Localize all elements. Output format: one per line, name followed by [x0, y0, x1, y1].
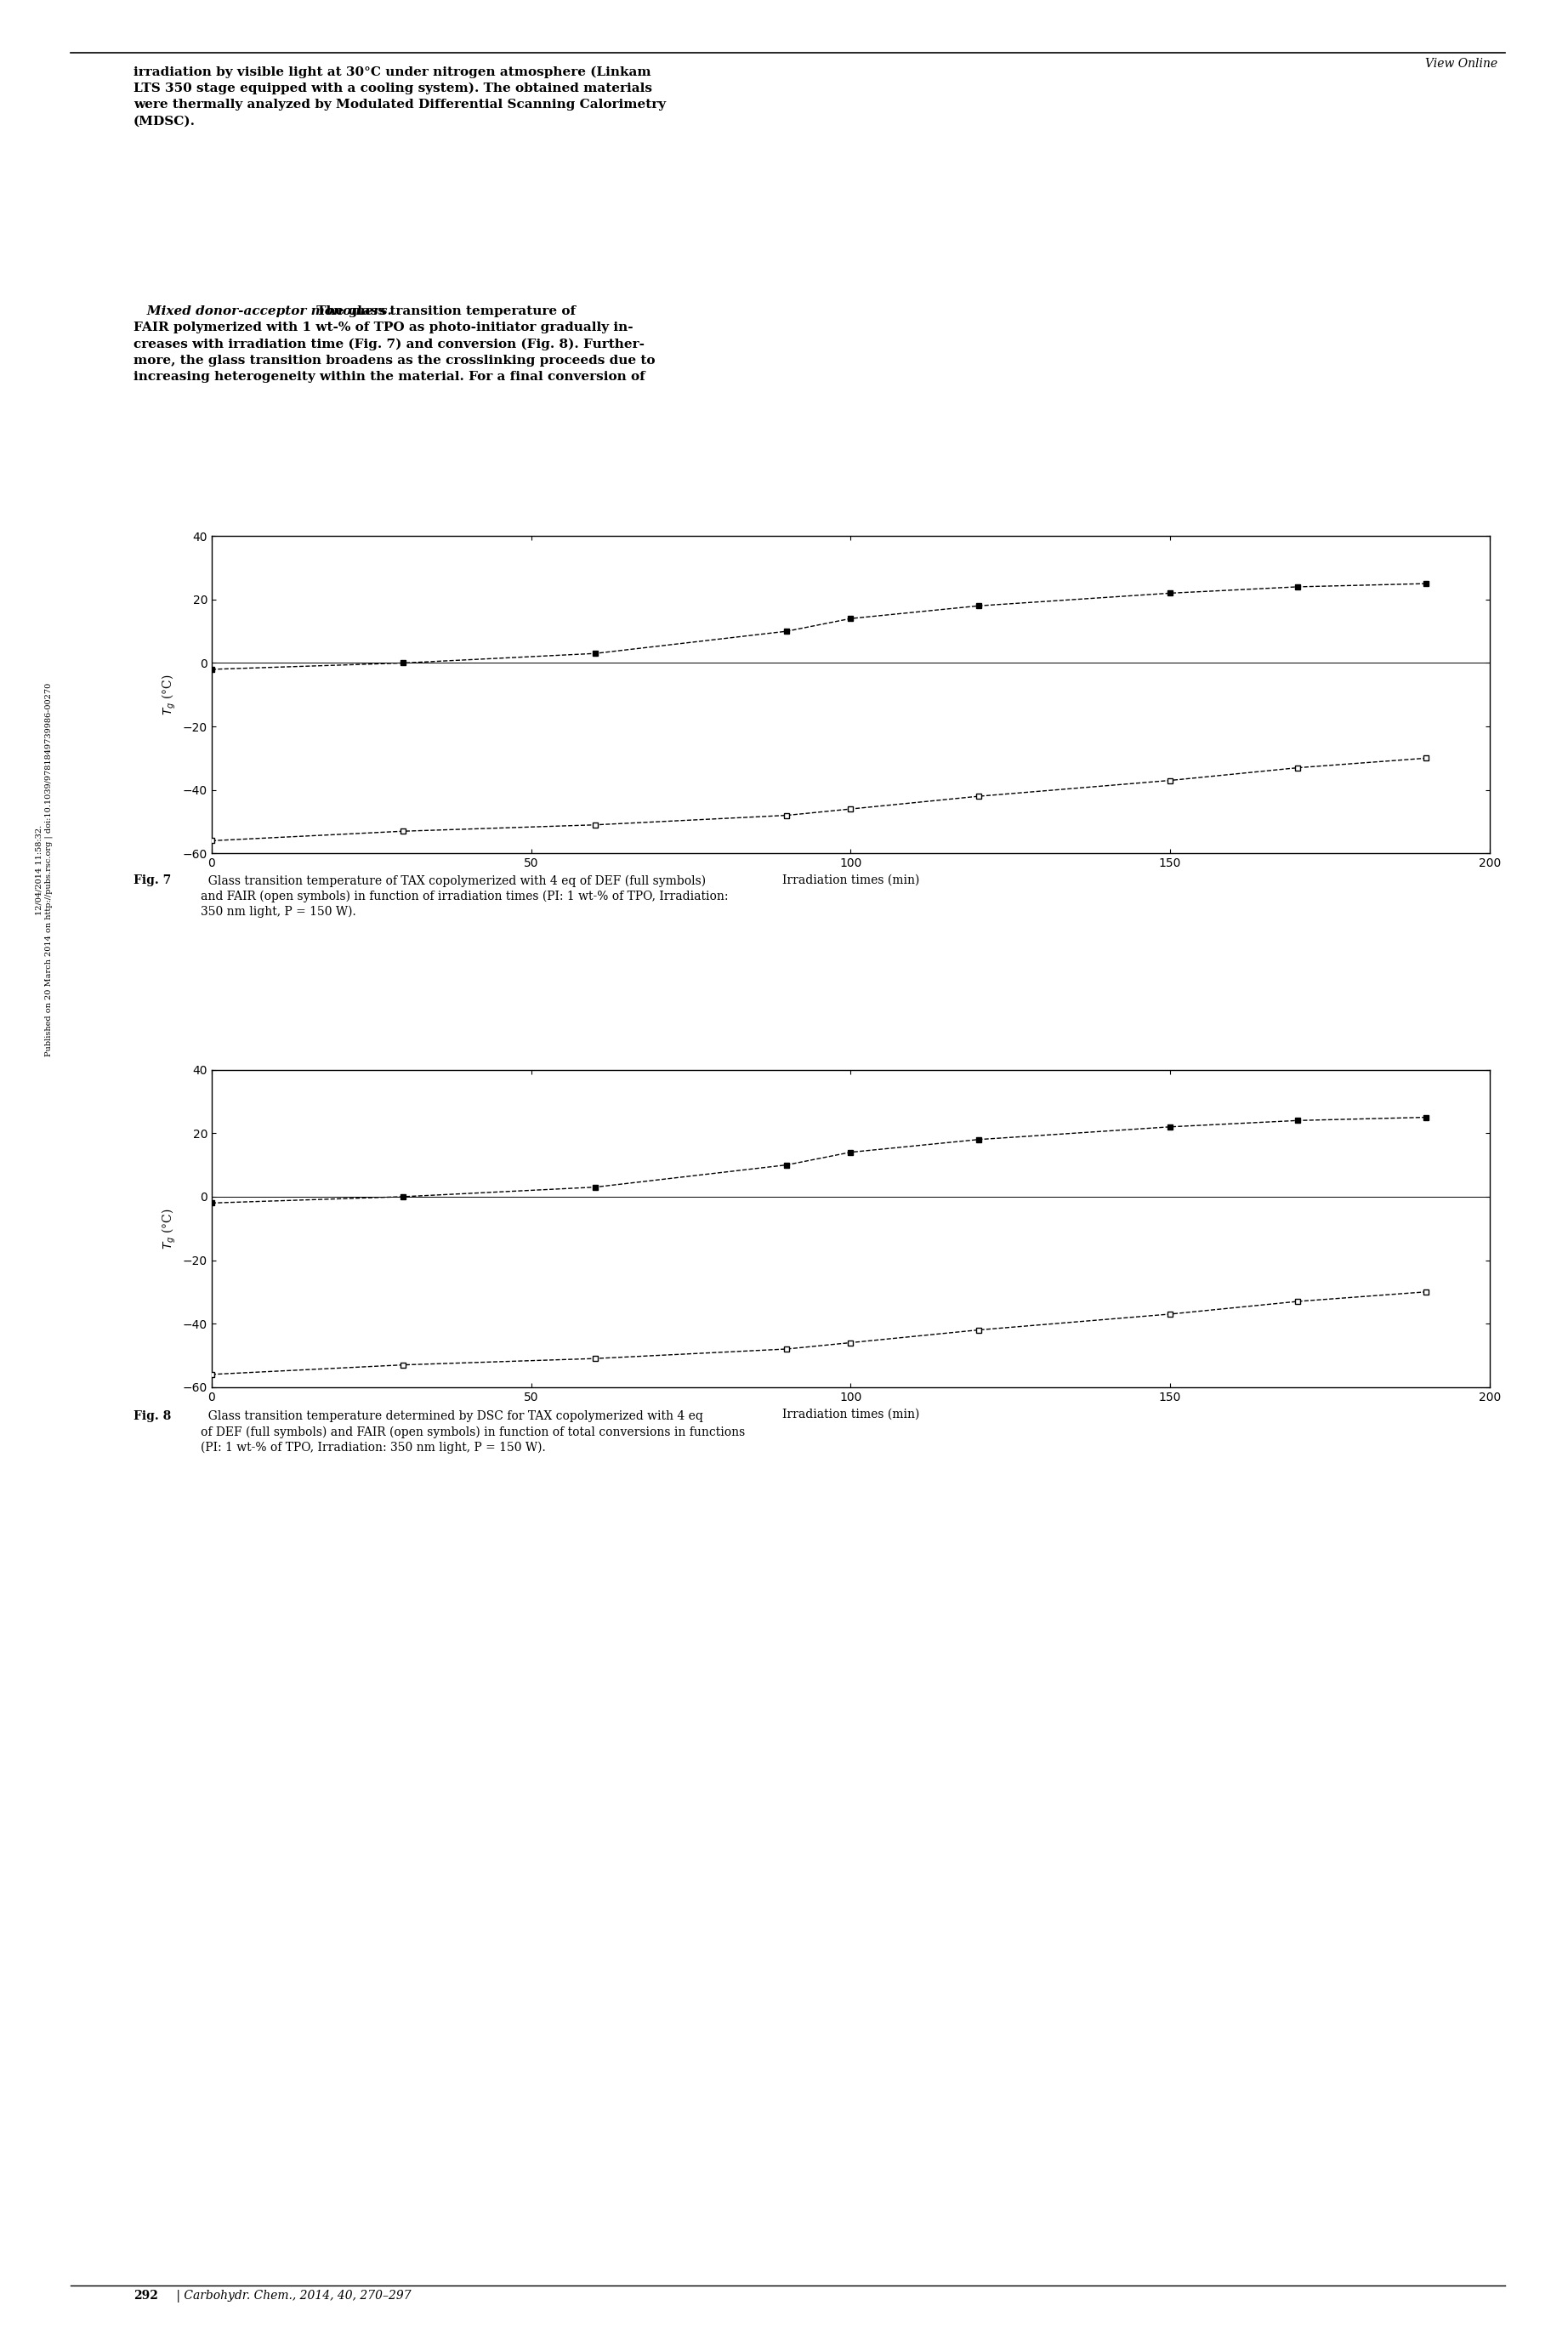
- Text: The glass transition temperature of
FAIR polymerized with 1 wt-% of TPO as photo: The glass transition temperature of FAIR…: [133, 306, 655, 383]
- Text: Glass transition temperature of TAX copolymerized with 4 eq of DEF (full symbols: Glass transition temperature of TAX copo…: [201, 875, 728, 919]
- Text: View Online: View Online: [1425, 56, 1497, 71]
- Text: 292: 292: [133, 2290, 158, 2302]
- Text: Fig. 7: Fig. 7: [133, 875, 171, 886]
- Text: Glass transition temperature determined by DSC for TAX copolymerized with 4 eq
o: Glass transition temperature determined …: [201, 1411, 745, 1453]
- Y-axis label: $T_g$ (°C): $T_g$ (°C): [160, 675, 177, 715]
- Y-axis label: $T_g$ (°C): $T_g$ (°C): [160, 1208, 177, 1248]
- Text: Mixed donor-acceptor monomers.: Mixed donor-acceptor monomers.: [133, 306, 392, 317]
- Text: 12/04/2014 11:58:32.
Published on 20 March 2014 on http://pubs.rsc.org | doi:10.: 12/04/2014 11:58:32. Published on 20 Mar…: [36, 684, 52, 1056]
- Text: irradiation by visible light at 30°C under nitrogen atmosphere (Linkam
LTS 350 s: irradiation by visible light at 30°C und…: [133, 66, 666, 127]
- X-axis label: Irradiation times (min): Irradiation times (min): [782, 875, 919, 886]
- X-axis label: Irradiation times (min): Irradiation times (min): [782, 1408, 919, 1420]
- Text: Fig. 8: Fig. 8: [133, 1411, 171, 1422]
- Text: | Carbohydr. Chem., 2014, 40, 270–297: | Carbohydr. Chem., 2014, 40, 270–297: [172, 2290, 411, 2302]
